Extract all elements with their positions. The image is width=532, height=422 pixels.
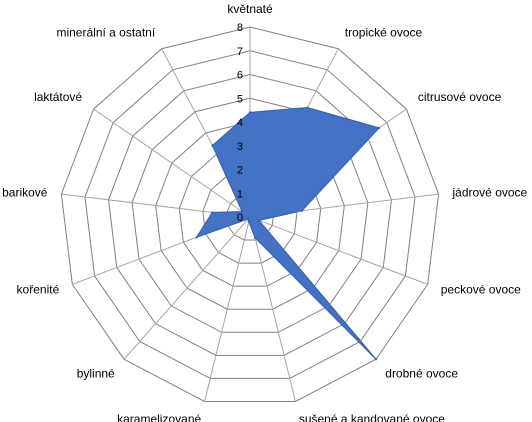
grid-ring-6 [108, 73, 392, 356]
data-point-2 [306, 106, 309, 109]
tick-label: 5 [237, 93, 243, 105]
spoke-5 [249, 216, 428, 285]
category-label: květnaté [227, 2, 273, 16]
category-label: citrusové ovoce [418, 90, 502, 104]
spoke-8 [204, 216, 251, 402]
category-label: bylinné [77, 367, 115, 381]
series-area-1 [195, 107, 381, 360]
category-label: tropické ovoce [345, 25, 423, 39]
radar-tick-labels: 0 1 2 3 4 5 6 7 8 [237, 22, 243, 224]
category-label: karamelizované [117, 412, 201, 422]
data-point-13 [211, 144, 214, 147]
category-label: sušené a kandované ovoce [299, 412, 445, 422]
data-point-9 [247, 217, 250, 220]
tick-label: 3 [237, 141, 243, 153]
tick-label: 8 [237, 22, 243, 34]
spoke-7 [249, 216, 296, 402]
category-label: laktátové [34, 90, 82, 104]
category-label: jádrové ovoce [452, 185, 528, 199]
tick-label: 4 [237, 117, 243, 129]
data-point-10 [195, 236, 198, 239]
spoke-9 [123, 216, 251, 360]
data-point-6 [374, 358, 378, 361]
category-label: peckové ovoce [441, 282, 521, 296]
tick-label: 0 [237, 212, 243, 224]
spoke-12 [93, 108, 251, 218]
grid-ring-7 [84, 50, 416, 379]
tick-label: 6 [237, 70, 243, 82]
category-label: minerální a ostatní [56, 25, 155, 39]
radar-series [195, 106, 381, 361]
tick-label: 7 [237, 46, 243, 58]
tick-label: 2 [237, 165, 243, 177]
grid-ring-8 [60, 26, 440, 402]
data-point-8 [247, 220, 251, 223]
data-point-5 [257, 219, 261, 222]
data-point-7 [253, 236, 257, 239]
category-label: kořenité [17, 282, 60, 296]
category-label: drobné ovoce [385, 367, 458, 381]
tick-label: 1 [237, 188, 243, 200]
data-point-4 [300, 209, 304, 212]
data-point-12 [240, 210, 244, 213]
data-point-1 [248, 111, 252, 114]
data-point-11 [211, 211, 214, 214]
data-point-3 [377, 126, 381, 130]
category-label: barikové [2, 185, 48, 199]
